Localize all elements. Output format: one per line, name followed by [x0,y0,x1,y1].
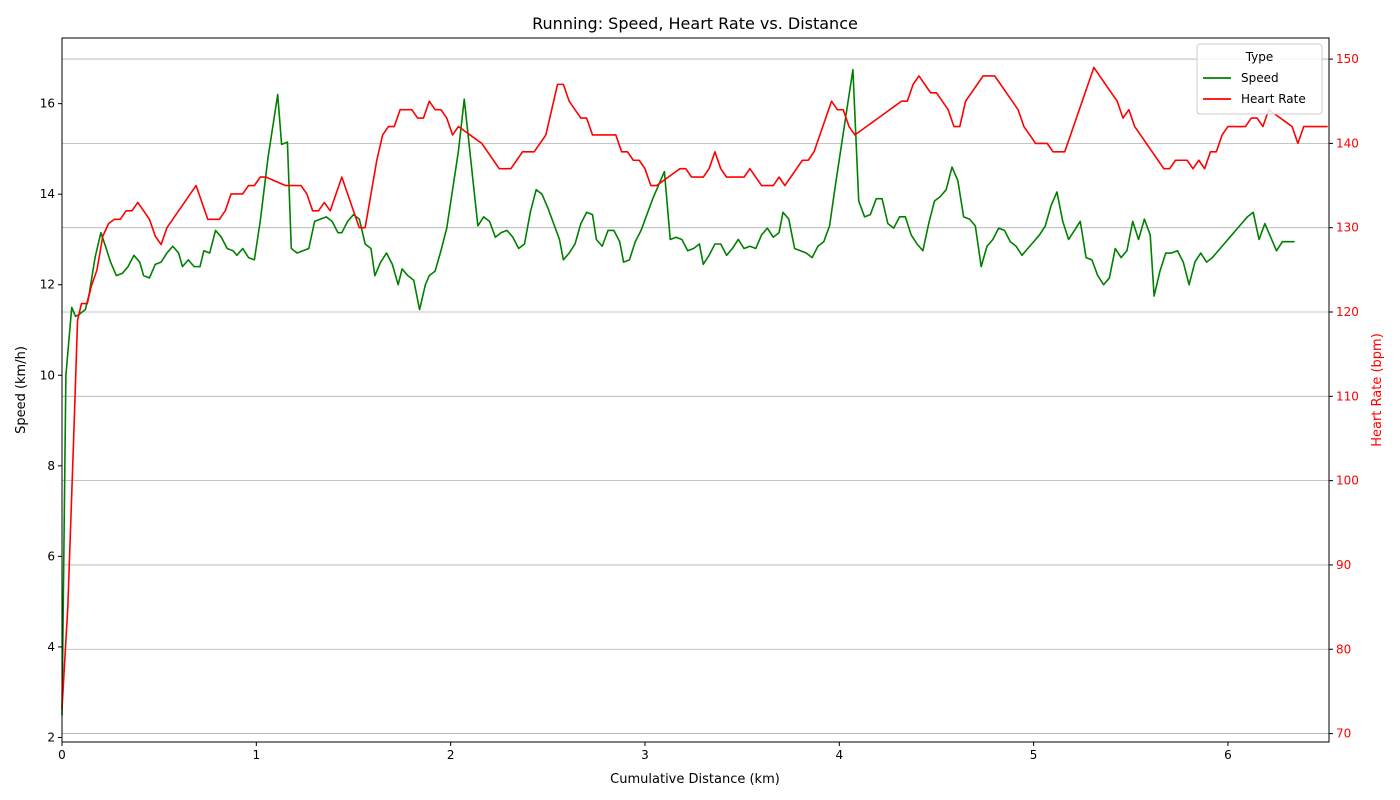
x-tick-label-1: 1 [253,748,261,762]
y-tick-label-2: 2 [47,730,55,744]
axes: 0 1 2 3 4 5 6246810121416708090100110120130140… [40,37,1359,762]
y-right-tick-label-90: 90 [1336,558,1351,572]
legend-label-heart-rate: Heart Rate [1241,92,1306,106]
x-axis-label: Cumulative Distance (km) [610,772,780,787]
x-tick-label-4: 4 [835,748,843,762]
y-tick-label-8: 8 [47,459,55,473]
y-tick-label-14: 14 [40,187,55,201]
y-right-tick-label-150: 150 [1336,52,1359,66]
x-tick-label-6: 6 [1224,748,1232,762]
y-tick-label-12: 12 [40,278,55,292]
series-line-speed [61,68,1295,716]
y-right-tick-label-140: 140 [1336,136,1359,150]
x-tick-label-5: 5 [1030,748,1038,762]
y-right-tick-label-130: 130 [1336,221,1359,235]
y-right-tick-label-70: 70 [1336,727,1351,741]
y-axis-label: Speed (km/h) [14,346,29,434]
y-axis-right-label: Heart Rate (bpm) [1370,333,1385,447]
y-right-tick-label-110: 110 [1336,389,1359,403]
y-right-tick-label-120: 120 [1336,305,1359,319]
chart-title: Running: Speed, Heart Rate vs. Distance [532,14,858,33]
y-tick-label-6: 6 [47,549,55,563]
x-tick-label-3: 3 [641,748,649,762]
x-tick-label-2: 2 [447,748,455,762]
plot-frame [61,37,1330,743]
legend-title: Type [1245,50,1274,64]
y-tick-label-10: 10 [40,368,55,382]
legend-label-speed: Speed [1241,71,1279,85]
y-right-tick-label-80: 80 [1336,642,1351,656]
grid-lines [62,58,1329,734]
legend: Type Speed Heart Rate [1196,43,1323,115]
series-layer [61,66,1328,716]
y-tick-label-4: 4 [47,640,55,654]
y-right-tick-label-100: 100 [1336,474,1359,488]
x-tick-label-0: 0 [58,748,66,762]
y-tick-label-16: 16 [40,97,55,111]
series-line-heart-rate [61,66,1328,710]
legend-box [1196,43,1323,115]
